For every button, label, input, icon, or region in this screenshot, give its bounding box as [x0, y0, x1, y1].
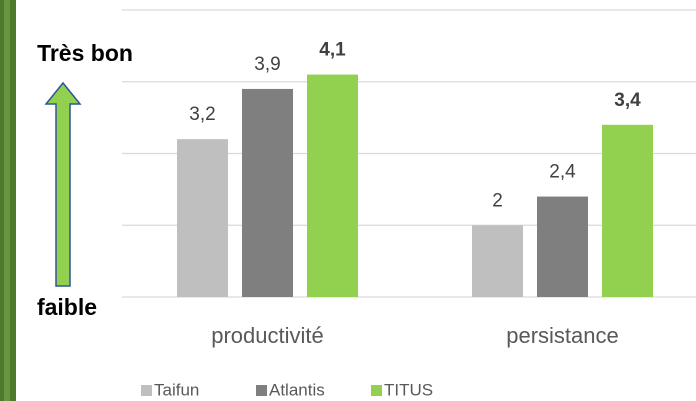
annotation-bottom: faible	[37, 294, 97, 320]
page: productivité 3,2 3,9 4,1 persistance 2 2,4 3,4 T…	[0, 0, 696, 401]
value-label: 2	[492, 190, 503, 211]
legend-label: Atlantis	[269, 380, 325, 399]
bar	[307, 75, 358, 297]
legend-swatch	[256, 385, 267, 396]
chart: productivité 3,2 3,9 4,1 persistance 2 2,4 3,4 T…	[0, 0, 696, 401]
bar	[537, 197, 588, 297]
value-label: 3,2	[189, 104, 215, 125]
foliage-highlight	[4, 0, 10, 401]
value-label: 4,1	[319, 40, 346, 61]
value-label: 2,4	[549, 162, 576, 183]
scale-arrow	[46, 83, 80, 286]
legend-swatch	[371, 385, 382, 396]
plot-area: productivité 3,2 3,9 4,1 persistance 2 2,4 3,4 T…	[122, 10, 696, 399]
bar	[472, 225, 523, 297]
x-tick-label: productivité	[211, 323, 324, 348]
value-label: 3,9	[254, 54, 280, 75]
legend-label: Taifun	[154, 380, 199, 399]
legend-swatch	[141, 385, 152, 396]
annotation-top: Très bon	[37, 40, 133, 66]
bar	[602, 125, 653, 297]
bar	[242, 89, 293, 297]
value-label: 3,4	[614, 90, 641, 111]
legend-label: TITUS	[384, 380, 433, 399]
x-tick-label: persistance	[506, 323, 619, 348]
bar	[177, 139, 228, 297]
